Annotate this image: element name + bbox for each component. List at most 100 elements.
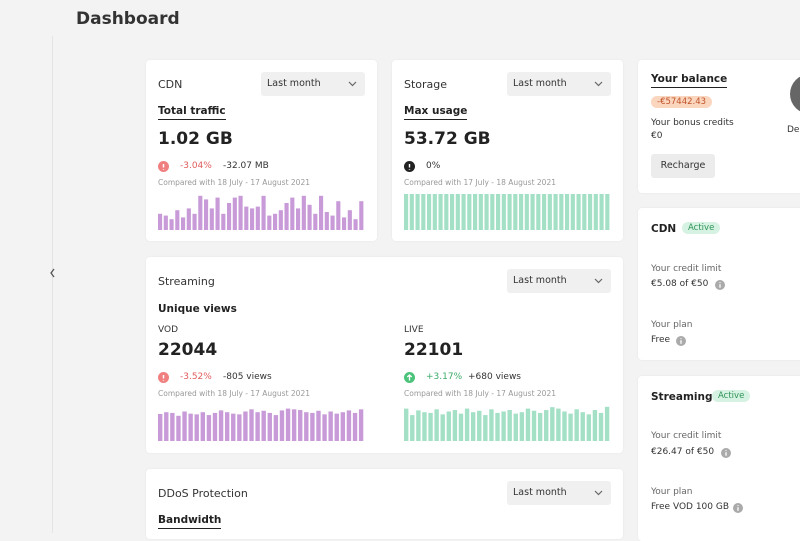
period-select[interactable]: Last month xyxy=(261,72,365,96)
spark-bar xyxy=(342,217,347,230)
spark-bar xyxy=(576,194,581,230)
trend-icon xyxy=(404,161,415,172)
spark-bar xyxy=(232,197,237,230)
spark-bar xyxy=(507,194,512,230)
spark-bar xyxy=(224,412,230,441)
spark-bar xyxy=(537,412,543,441)
spark-bar xyxy=(352,412,358,441)
card-title: Streaming xyxy=(158,275,215,288)
spark-bar xyxy=(313,213,318,230)
limit-label: Your credit limit xyxy=(651,264,722,274)
spark-bar xyxy=(175,210,180,230)
recharge-button[interactable]: Recharge xyxy=(651,154,715,178)
change-percent: -3.04% xyxy=(180,161,212,171)
spark-bar xyxy=(478,194,483,230)
spark-bar xyxy=(334,413,339,441)
spark-bar xyxy=(176,415,181,441)
spark-bar xyxy=(249,409,254,441)
spark-bar xyxy=(496,194,501,230)
select-label: Last month xyxy=(513,78,567,89)
plan-title: Streaming xyxy=(651,391,713,403)
spark-bar xyxy=(495,412,500,441)
spark-bar xyxy=(328,411,333,441)
limit-label: Your credit limit xyxy=(651,431,722,441)
spark-bar xyxy=(428,412,433,441)
spark-bar xyxy=(467,194,472,230)
spark-bar xyxy=(559,194,564,230)
chevron xyxy=(594,81,603,87)
spark-bar xyxy=(200,412,206,441)
spark-bar xyxy=(404,194,409,230)
spark-bar xyxy=(415,194,420,230)
spark-bar xyxy=(513,413,518,441)
spark-bar xyxy=(278,210,283,230)
spark-bar xyxy=(261,195,266,230)
spark-bar xyxy=(507,410,512,441)
comparison-note: Compared with 18 July - 17 August 2021 xyxy=(158,178,310,187)
spark-bar xyxy=(206,415,212,441)
vod-label: VOD xyxy=(158,325,179,335)
spark-bar xyxy=(470,412,476,441)
info-icon[interactable] xyxy=(715,280,725,290)
spark-bar xyxy=(409,194,414,230)
spark-bar xyxy=(547,194,552,230)
metric-value: 1.02 GB xyxy=(158,129,233,149)
info-icon[interactable] xyxy=(733,503,743,513)
spark-bar xyxy=(421,194,426,230)
ddos-card: DDoS Protection Last month Bandwidth xyxy=(146,469,623,539)
spark-bar xyxy=(490,194,495,230)
spark-bar xyxy=(531,410,537,441)
period-select[interactable]: Last month xyxy=(507,269,611,293)
spark-bar xyxy=(353,219,358,230)
info-icon[interactable] xyxy=(676,336,686,346)
select-label: Last month xyxy=(513,487,567,498)
spark-bar xyxy=(574,409,579,441)
avatar xyxy=(790,74,800,114)
sidebar-divider xyxy=(52,36,53,533)
period-select[interactable]: Last month xyxy=(507,72,611,96)
spark-bar xyxy=(198,195,203,230)
cdn-card: CDN Last month Total traffic 1.02 GB -3.… xyxy=(146,60,377,241)
spark-bar xyxy=(163,215,168,230)
comparison-note: Compared with 17 July - 18 August 2021 xyxy=(404,178,556,187)
spark-bar xyxy=(446,411,452,441)
spark-bar xyxy=(525,408,531,441)
spark-bar xyxy=(513,194,518,230)
cdn-plan-card: CDN Active Your credit limit €5.08 of €5… xyxy=(638,208,800,360)
spark-bar xyxy=(530,194,535,230)
spark-bar xyxy=(238,195,243,230)
change-percent: -3.52% xyxy=(180,372,212,382)
sparkline xyxy=(404,406,610,441)
streaming-plan-card: Streaming Active Your credit limit €26.4… xyxy=(638,376,800,541)
spark-bar xyxy=(553,194,558,230)
spark-bar xyxy=(227,203,232,230)
info-icon[interactable] xyxy=(721,448,731,458)
metric-label: Bandwidth xyxy=(158,514,222,529)
change-percent: +3.17% xyxy=(426,372,463,382)
plan-value: Free VOD 100 GB xyxy=(651,502,730,512)
spark-bar xyxy=(565,194,570,230)
spark-bar xyxy=(212,412,218,441)
spark-bar xyxy=(273,213,278,230)
collapse-button[interactable] xyxy=(47,266,59,280)
spark-bar xyxy=(188,413,193,441)
spark-bar xyxy=(422,412,427,441)
spark-bar xyxy=(524,194,529,230)
spark-bar xyxy=(267,412,272,441)
plan-value: Free xyxy=(651,335,671,345)
spark-bar xyxy=(279,410,285,441)
card-title: Storage xyxy=(404,78,448,91)
spark-bar xyxy=(450,194,455,230)
period-select[interactable]: Last month xyxy=(507,481,611,505)
spark-bar xyxy=(464,408,470,441)
spark-bar xyxy=(336,201,341,230)
bonus-value: €0 xyxy=(651,131,663,141)
spark-bar xyxy=(593,194,598,230)
limit-value: €5.08 of €50 xyxy=(651,279,709,289)
spark-bar xyxy=(489,409,494,441)
balance-card: Your balance -€57442.43 Your bonus credi… xyxy=(638,60,800,193)
spark-bar xyxy=(432,194,437,230)
spark-bar xyxy=(599,194,604,230)
change-percent: 0% xyxy=(426,161,441,171)
